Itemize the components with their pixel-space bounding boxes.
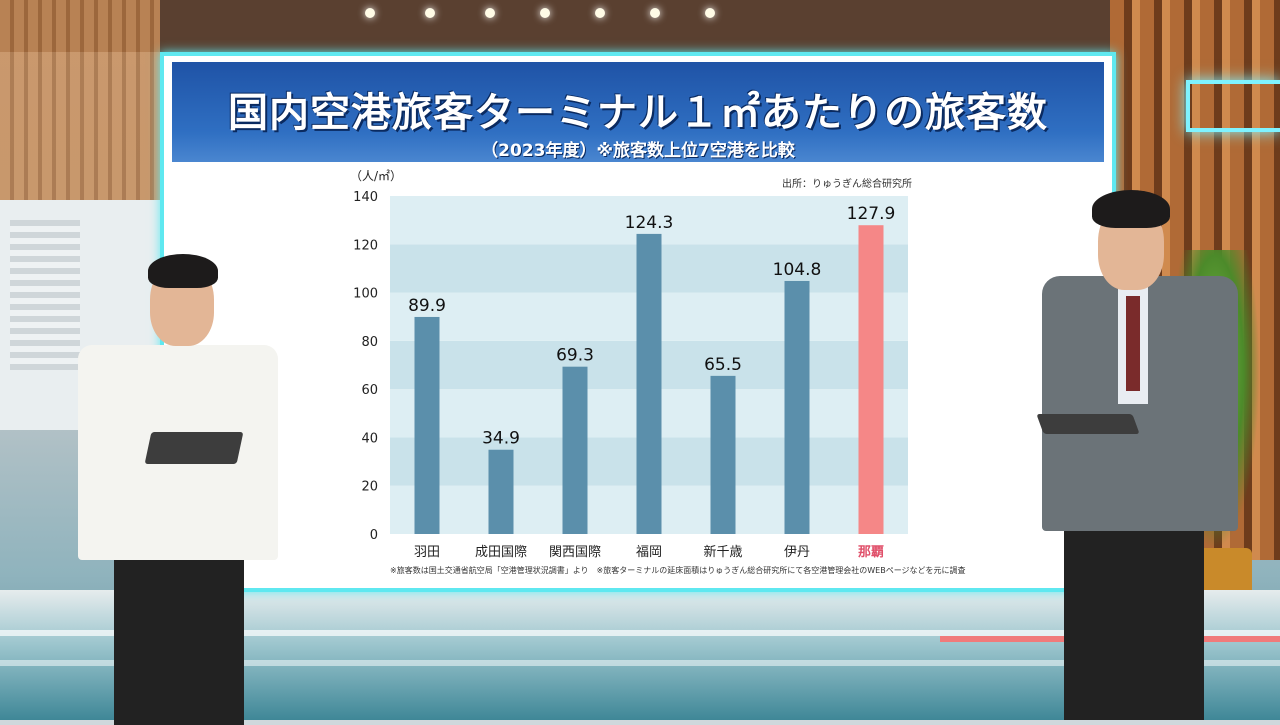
footnote: ※旅客数は国土交通省航空局「空港管理状況調書」より ※旅客ターミナルの延床面積は… <box>390 565 966 575</box>
chart-header: 国内空港旅客ターミナル１㎡あたりの旅客数 （2023年度）※旅客数上位7空港を比… <box>172 62 1104 162</box>
bar <box>562 366 588 534</box>
data-label: 34.9 <box>482 429 520 449</box>
bar <box>784 280 810 534</box>
y-tick-label: 140 <box>353 190 378 205</box>
y-tick-label: 20 <box>361 480 378 495</box>
x-tick-label: 羽田 <box>414 545 440 560</box>
bar <box>858 225 884 534</box>
bar-chart: 89.9 34.9 69.3 124.3 65.5 104.8 127.9 0 20 40 60 8… <box>350 169 966 575</box>
ceiling-light <box>485 8 495 18</box>
data-label: 104.8 <box>773 260 822 280</box>
wood-wall-left <box>0 0 160 200</box>
chart-subtitle: （2023年度）※旅客数上位7空港を比較 <box>481 141 795 161</box>
ceiling-light <box>705 8 715 18</box>
chart-title: 国内空港旅客ターミナル１㎡あたりの旅客数 <box>228 90 1048 136</box>
x-tick-label: 那覇 <box>858 545 884 560</box>
ceiling-light <box>365 8 375 18</box>
clipboard <box>1036 414 1140 434</box>
y-tick-label: 40 <box>361 431 378 446</box>
x-tick-label: 伊丹 <box>784 545 810 560</box>
bar <box>414 316 440 534</box>
ceiling-light <box>650 8 660 18</box>
y-tick-label: 80 <box>361 335 378 350</box>
y-axis-label: （人/㎡） <box>350 169 402 183</box>
x-tick-label: 福岡 <box>636 545 662 560</box>
x-tick-label: 成田国際 <box>475 545 527 560</box>
bar <box>636 233 662 534</box>
x-tick-label: 関西国際 <box>549 545 601 560</box>
bar <box>710 375 736 534</box>
data-label: 124.3 <box>625 213 674 233</box>
ceiling-light <box>425 8 435 18</box>
neon-light <box>1186 80 1280 132</box>
ceiling-light <box>540 8 550 18</box>
x-tick-label: 新千歳 <box>703 544 742 560</box>
ceiling-light <box>595 8 605 18</box>
y-tick-label: 120 <box>353 238 378 253</box>
data-label: 69.3 <box>556 346 594 366</box>
presenter-left <box>70 250 290 725</box>
data-label: 127.9 <box>847 204 896 224</box>
presenter-right <box>1030 188 1250 720</box>
clipboard <box>144 432 244 464</box>
bar <box>488 449 514 534</box>
studio-ceiling <box>0 0 1280 52</box>
source-note: 出所：りゅうぎん総合研究所 <box>782 177 912 190</box>
data-label: 65.5 <box>704 355 742 375</box>
display-screen: 国内空港旅客ターミナル１㎡あたりの旅客数 （2023年度）※旅客数上位7空港を比… <box>160 52 1116 592</box>
y-tick-label: 60 <box>361 383 378 398</box>
data-label: 89.9 <box>408 296 446 316</box>
y-tick-label: 100 <box>353 287 378 302</box>
y-tick-label: 0 <box>370 528 378 543</box>
